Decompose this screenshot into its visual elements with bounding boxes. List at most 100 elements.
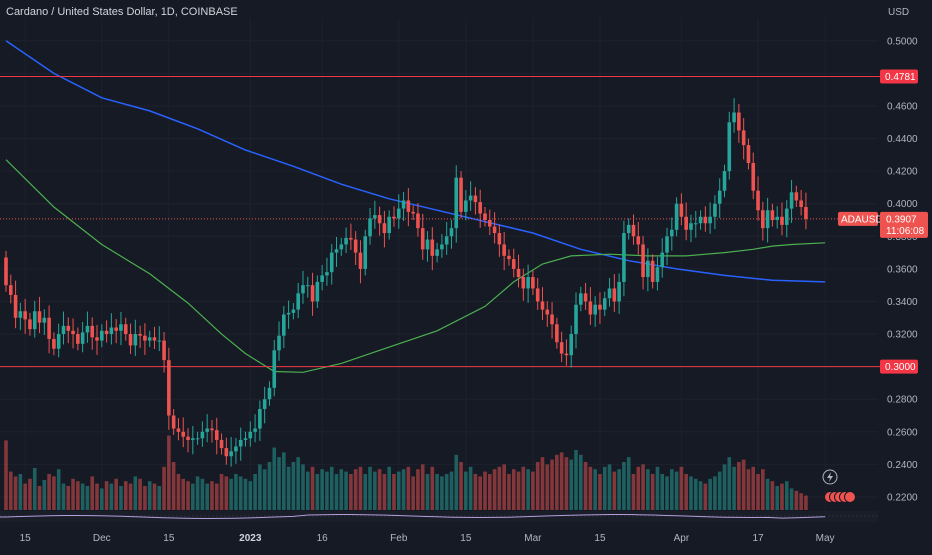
candle: [794, 185, 799, 207]
lightning-icon-bolt: [827, 472, 833, 482]
volume-bar: [430, 466, 435, 510]
volume-bar: [660, 474, 665, 510]
candle-body: [119, 324, 123, 331]
x-tick-label: 17: [752, 533, 764, 544]
volume-bar: [670, 469, 674, 510]
candle: [574, 292, 578, 349]
price-level-badge: [880, 359, 918, 374]
candle-body: [770, 210, 775, 221]
candle: [320, 264, 324, 291]
volume-bar: [770, 481, 775, 510]
volume-bar: [262, 469, 267, 510]
candle-body: [37, 311, 42, 323]
candle-body: [162, 340, 166, 361]
volume-bar: [406, 466, 411, 510]
candle: [531, 270, 535, 295]
candle: [732, 98, 736, 133]
candle-body: [487, 220, 492, 227]
candle: [550, 302, 554, 339]
candle: [109, 313, 114, 345]
volume-bar: [123, 481, 128, 510]
candle-body: [588, 301, 593, 315]
y-tick-label: 0.4200: [887, 167, 918, 178]
candle-body: [66, 325, 71, 331]
volume-bar: [789, 488, 794, 510]
volume-bar: [674, 471, 679, 510]
volume-bar: [334, 474, 339, 510]
candle-body: [277, 335, 281, 351]
candle: [76, 327, 80, 351]
candle-body: [243, 438, 248, 440]
event-markers[interactable]: [824, 491, 856, 503]
lightning-icon[interactable]: [822, 469, 838, 485]
candle-body: [507, 255, 511, 260]
candle-body: [420, 228, 425, 250]
candle-body: [315, 281, 320, 302]
volume-bar: [435, 474, 439, 510]
candle-body: [229, 451, 233, 457]
candle: [555, 317, 559, 349]
volume-bar: [205, 483, 209, 510]
candle-body: [272, 350, 277, 388]
candle: [406, 188, 411, 227]
candle: [612, 274, 617, 312]
volume-bar: [631, 474, 636, 510]
candle: [325, 257, 329, 286]
candle-body: [411, 211, 415, 214]
candle-body: [147, 337, 152, 341]
candle-body: [406, 200, 411, 212]
volume-bar: [454, 454, 459, 510]
volume-bar: [305, 471, 310, 510]
candle-body: [670, 229, 674, 237]
candle-body: [401, 200, 406, 209]
candle: [181, 417, 186, 448]
volume-bar: [679, 466, 684, 510]
candle-body: [579, 293, 583, 305]
volume-bar: [598, 474, 602, 510]
candle: [234, 437, 238, 464]
candle: [95, 324, 99, 355]
candle: [205, 414, 209, 443]
volume-bar: [4, 440, 8, 510]
candle: [191, 425, 195, 455]
candle: [631, 214, 636, 245]
volume-bar: [607, 464, 612, 510]
volume-bar: [689, 476, 693, 510]
volume-bar: [655, 466, 660, 510]
candle-body: [90, 325, 95, 338]
candle: [689, 214, 693, 243]
candle: [80, 321, 85, 353]
candle-body: [363, 236, 368, 269]
volume-bar: [478, 476, 483, 510]
volume-bar: [286, 466, 291, 510]
candle-body: [545, 309, 550, 315]
candle-body: [444, 236, 449, 245]
volume-bar: [382, 474, 387, 510]
candle-body: [473, 195, 478, 203]
candle: [214, 417, 219, 455]
volume-bar: [579, 454, 583, 510]
event-marker[interactable]: [844, 491, 856, 503]
volume-bar: [76, 481, 80, 510]
volume-bar: [253, 474, 257, 510]
candle: [444, 221, 449, 255]
candle-body: [325, 272, 329, 276]
candle-body: [612, 288, 617, 302]
candle-body: [100, 330, 104, 341]
volume-bar: [229, 478, 233, 510]
volume-bar: [550, 459, 554, 510]
candle-body: [282, 314, 286, 336]
volume-bar: [325, 471, 329, 510]
candle: [238, 427, 243, 461]
candle: [540, 287, 545, 321]
volume-bar: [411, 476, 415, 510]
volume-bar: [784, 481, 789, 510]
volume-bar: [8, 471, 13, 510]
candle-body: [741, 130, 746, 146]
volume-bar: [238, 476, 243, 510]
volume-bar: [574, 450, 578, 510]
candle: [727, 111, 732, 180]
volume-bar: [267, 462, 272, 510]
volume-bar: [583, 462, 588, 510]
